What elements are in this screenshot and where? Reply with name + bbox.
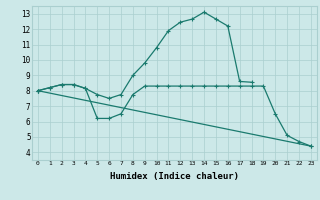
X-axis label: Humidex (Indice chaleur): Humidex (Indice chaleur)	[110, 172, 239, 181]
